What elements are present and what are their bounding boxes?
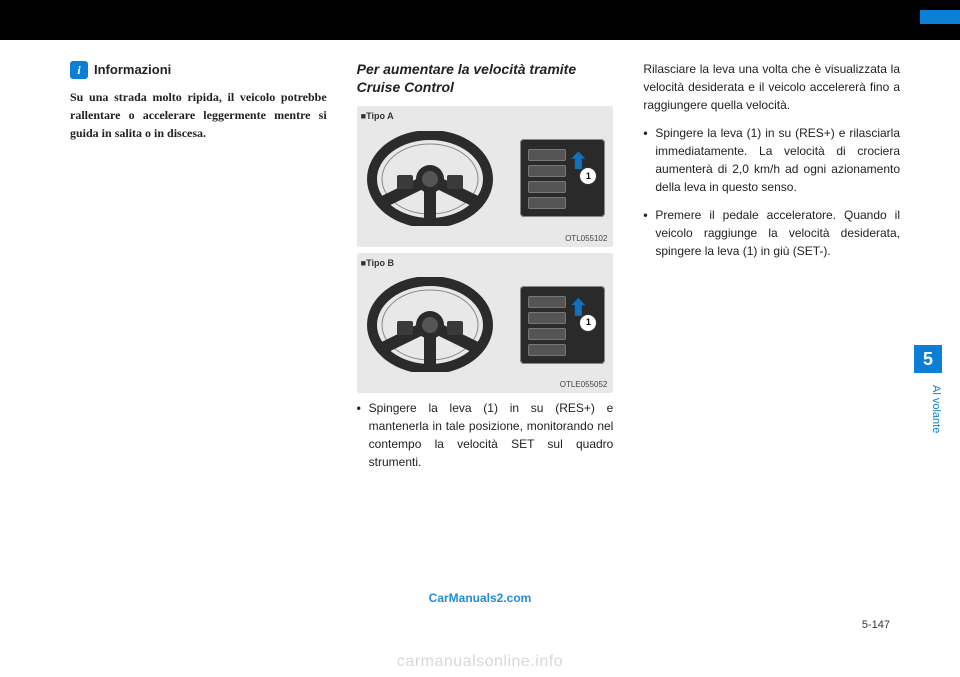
column-2: Per aumentare la velocità tramite Cruise… [357,60,614,637]
info-title: Informazioni [94,60,171,80]
info-header: i Informazioni [70,60,327,80]
col3-intro: Rilasciare la leva una volta che è visua… [643,60,900,114]
steering-wheel-b [365,277,495,372]
column-1: i Informazioni Su una strada molto ripid… [70,60,327,637]
figure-b-body [361,272,610,377]
col3-bullet-1: Spingere la leva (1) in su (RES+) e rila… [643,124,900,196]
chapter-tab: 5 [914,345,942,373]
figure-b: ■Tipo B [357,253,614,394]
info-icon: i [70,61,88,79]
col2-bullets: Spingere la leva (1) in su (RES+) e mant… [357,399,614,471]
control-detail-b [520,286,605,364]
figure-a-code: OTL055102 [361,231,610,245]
figure-a: ■Tipo A [357,106,614,247]
footer-watermark: carmanualsonline.info [397,653,563,671]
figure-a-label: ■Tipo A [361,110,610,124]
col2-bullet-1: Spingere la leva (1) in su (RES+) e mant… [357,399,614,471]
page-content: i Informazioni Su una strada molto ripid… [70,60,900,637]
page-number: 5-147 [862,619,890,631]
chapter-label: Al volante [914,385,942,433]
top-blue-tab [920,10,960,24]
figure-a-body [361,126,610,231]
steering-wheel-a [365,131,495,226]
figure-b-code: OTLE055052 [361,377,610,391]
col3-bullet-2: Premere il pedale acceleratore. Quando i… [643,206,900,260]
info-text: Su una strada molto ripida, il veicolo p… [70,88,327,142]
top-bar [0,0,960,40]
section-title: Per aumentare la velocità tramite Cruise… [357,60,614,96]
col3-bullets: Spingere la leva (1) in su (RES+) e rila… [643,124,900,260]
inline-watermark: CarManuals2.com [429,591,532,605]
figure-b-label: ■Tipo B [361,257,610,271]
column-3: Rilasciare la leva una volta che è visua… [643,60,900,637]
control-detail-a [520,139,605,217]
